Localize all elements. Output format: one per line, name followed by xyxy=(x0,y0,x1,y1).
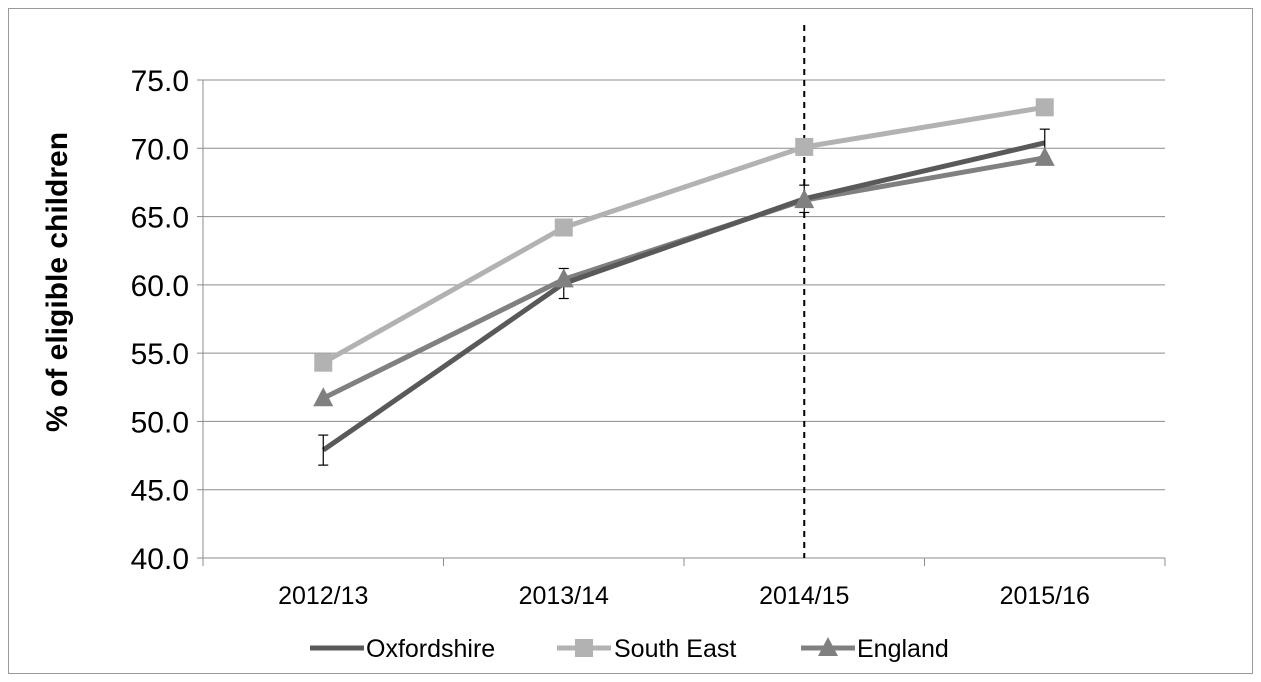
data-point-england xyxy=(313,387,334,407)
y-tick-label: 70.0 xyxy=(131,133,189,166)
y-tick-label: 75.0 xyxy=(131,65,189,98)
data-point-england xyxy=(553,268,574,288)
chart-frame xyxy=(8,8,1253,674)
y-tick-label: 50.0 xyxy=(131,406,189,439)
y-tick-label: 45.0 xyxy=(131,475,189,508)
y-tick-label: 60.0 xyxy=(131,270,189,303)
legend: Oxfordshire South East England xyxy=(310,635,949,663)
x-tick-labels: 2012/13 2013/14 2014/15 2015/16 xyxy=(278,582,1090,610)
data-point-south-east xyxy=(554,218,573,237)
gridlines xyxy=(203,79,1165,491)
data-point-england xyxy=(794,189,815,209)
legend-swatch-marker xyxy=(575,639,593,657)
y-tick-label: 55.0 xyxy=(131,338,189,371)
axes xyxy=(197,79,1166,566)
legend-label: England xyxy=(857,635,949,663)
legend-label: Oxfordshire xyxy=(366,635,495,663)
y-axis-label: % of eligible children xyxy=(41,132,74,432)
x-tick-label: 2012/13 xyxy=(278,582,368,610)
data-point-south-east xyxy=(314,353,333,372)
series-line-england xyxy=(322,155,1046,401)
data-point-south-east xyxy=(1035,98,1054,117)
data-point-england xyxy=(1034,146,1055,166)
legend-swatch-marker xyxy=(818,637,838,656)
error-bars xyxy=(318,128,1050,466)
data-point-south-east xyxy=(795,137,814,156)
legend-label: South East xyxy=(614,635,736,663)
series-line-oxfordshire xyxy=(321,140,1046,453)
series-line-south-east xyxy=(322,104,1046,365)
y-tick-label: 40.0 xyxy=(131,543,189,576)
markers xyxy=(313,98,1055,407)
series-group xyxy=(321,104,1046,453)
x-tick-label: 2015/16 xyxy=(1000,582,1090,610)
y-tick-label: 65.0 xyxy=(131,202,189,235)
y-tick-labels: 40.0 45.0 50.0 55.0 60.0 65.0 70.0 75.0 xyxy=(131,65,189,576)
x-tick-label: 2013/14 xyxy=(519,582,609,610)
x-tick-label: 2014/15 xyxy=(759,582,849,610)
